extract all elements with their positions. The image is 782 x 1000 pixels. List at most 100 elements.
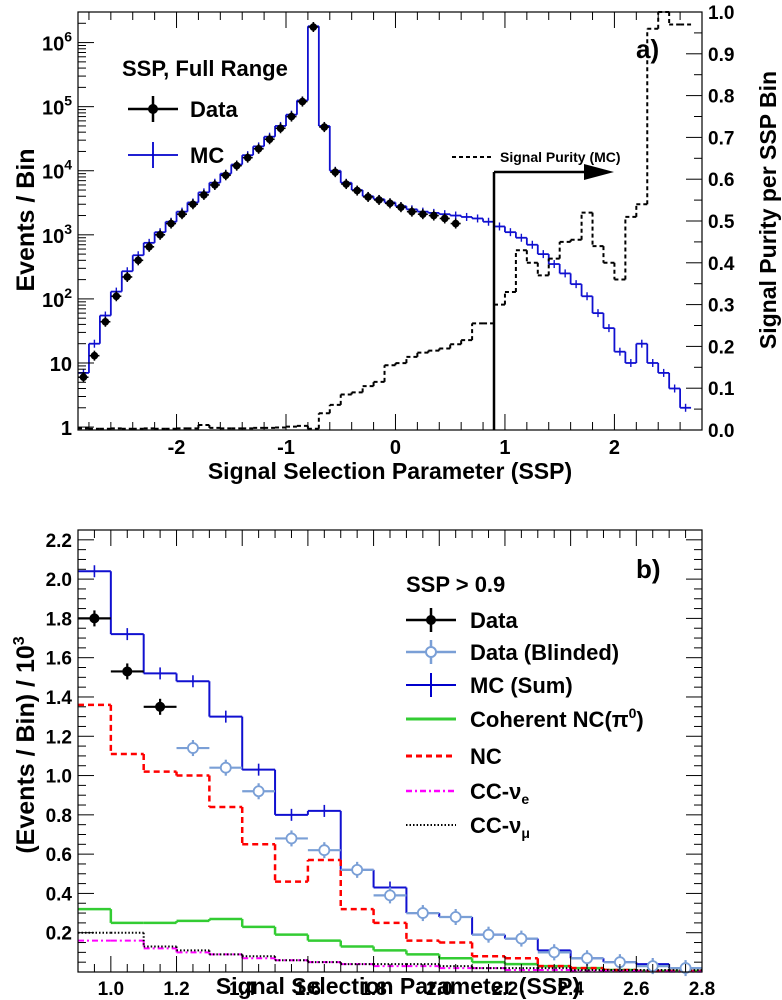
panel-a-y-tick-label: 103 bbox=[42, 221, 72, 248]
panel-b-y-axis-title: (Events / Bin) / 103 bbox=[11, 636, 40, 853]
panel-a-x-tick-label: 2 bbox=[609, 437, 620, 459]
panel-a-data-point bbox=[178, 210, 186, 218]
panel-b-x-tick-label: 2.6 bbox=[623, 979, 649, 1000]
panel-a-data-point bbox=[375, 196, 383, 204]
panel-a-x-tick-label: -2 bbox=[168, 437, 186, 459]
panel-a-x-tick-label: -1 bbox=[277, 437, 295, 459]
panel-a-y2-tick-label: 0.3 bbox=[708, 296, 734, 317]
panel-b-legend: Data Data (Blinded) MC (Sum) Coherent NC… bbox=[406, 608, 644, 841]
panel-a-y2-tick-label: 0.5 bbox=[708, 212, 735, 233]
panel-a-y2-tick-label: 0.1 bbox=[708, 379, 735, 400]
panel-b-legend-ccnue-label: CC-νe bbox=[470, 779, 529, 807]
panel-b-y-tick-label: 1.6 bbox=[46, 649, 72, 670]
panel-a-y2-tick-label: 0.9 bbox=[708, 45, 734, 66]
panel-a-data-point bbox=[298, 97, 307, 106]
panel-a-data-point bbox=[90, 351, 99, 360]
panel-a-data-point bbox=[342, 180, 351, 188]
panel-a-data-point bbox=[331, 168, 340, 176]
panel-a-x-tick-label: 0 bbox=[390, 437, 401, 459]
panel-b-x-tick-label: 1.0 bbox=[98, 979, 124, 1000]
panel-a-x-tick-labels: -2 -1 0 1 2 bbox=[168, 437, 620, 459]
panel-a-y2-tick-label: 0.6 bbox=[708, 170, 734, 191]
panel-a-data-point bbox=[408, 207, 416, 216]
panel-b-x-tick-label: 1.2 bbox=[163, 979, 189, 1000]
panel-a-y-tick-label: 1 bbox=[61, 418, 72, 440]
panel-b-blinded-point bbox=[318, 844, 331, 857]
panel-b-legend-blinded-label: Data (Blinded) bbox=[470, 640, 619, 665]
panel-b-data-point bbox=[122, 666, 133, 677]
panel-b-series bbox=[78, 565, 702, 977]
panel-a-cut-arrow bbox=[492, 164, 614, 430]
panel-a-data-point bbox=[200, 191, 208, 199]
panel-a-y-tick-label: 102 bbox=[42, 285, 72, 312]
panel-a-data-point bbox=[243, 153, 252, 162]
panel-a-data-point bbox=[189, 200, 197, 209]
panel-b-x-tick-label: 1.4 bbox=[229, 979, 256, 1000]
panel-a-y2-tick-label: 0.4 bbox=[708, 254, 735, 275]
panel-a-data-point bbox=[265, 135, 274, 144]
panel-a-data-point bbox=[134, 256, 143, 265]
panel-b-x-tick-labels: 1.0 1.2 1.4 1.6 1.8 2.0 2.2 2.4 2.6 2.8 bbox=[98, 979, 716, 1000]
panel-a-data-point bbox=[123, 273, 132, 281]
panel-a-purity-legend-label: Signal Purity (MC) bbox=[500, 149, 621, 165]
panel-b-x-tick-label: 2.8 bbox=[689, 979, 715, 1000]
panel-a-y-tick-label: 105 bbox=[42, 93, 72, 120]
panel-b-data-point bbox=[89, 613, 100, 624]
panel-b-blinded-point bbox=[581, 952, 593, 965]
panel-b-legend-ccnumu-label: CC-νμ bbox=[470, 813, 530, 841]
panel-b-legend-coherent-label: Coherent NC(π0) bbox=[470, 705, 644, 732]
panel-b-legend-data-marker bbox=[406, 608, 456, 632]
panel-a-y2-tick-label: 0.0 bbox=[708, 421, 734, 442]
panel-b-y-tick-label: 0.6 bbox=[46, 845, 72, 866]
panel-b-x-tick-label: 1.8 bbox=[360, 979, 386, 1000]
panel-b-legend-nc-label: NC bbox=[470, 744, 502, 769]
panel-a-legend: Data MC bbox=[128, 96, 238, 168]
panel-a-x-axis-title: Signal Selection Parameter (SSP) bbox=[208, 458, 572, 484]
panel-a-data-point bbox=[167, 219, 175, 228]
panel-b-blinded-point bbox=[384, 889, 396, 902]
panel-a-data-point bbox=[419, 210, 427, 218]
panel-a-title: SSP, Full Range bbox=[122, 56, 288, 81]
panel-a-series bbox=[78, 11, 692, 430]
panel-a-data-point bbox=[254, 144, 263, 153]
panel-b-legend-mc-label: MC (Sum) bbox=[470, 673, 573, 698]
panel-a-data-point bbox=[276, 124, 285, 133]
panel-b-x-tick-label: 2.4 bbox=[557, 979, 584, 1000]
panel-b-y-tick-label: 0.4 bbox=[46, 884, 73, 905]
panel-b-x-axis-title: Signal Selection Parameter (SSP) bbox=[216, 973, 580, 999]
panel-b-blinded-point bbox=[187, 742, 199, 754]
panel-b-blinded-point bbox=[252, 785, 265, 798]
panel-b-y-tick-label: 2.0 bbox=[46, 570, 72, 591]
panel-a-y-axis-title: Events / Bin bbox=[12, 148, 40, 291]
panel-b-blinded-point bbox=[219, 761, 232, 774]
panel-a-y2-axis-title: Signal Purity per SSP Bin bbox=[755, 71, 781, 349]
panel-a-data-point bbox=[232, 161, 241, 170]
panel-a-y2-tick-label: 0.7 bbox=[708, 128, 734, 149]
panel-a-data-point bbox=[211, 181, 219, 189]
panel-a-data-point bbox=[101, 317, 110, 326]
panel-a-data-point bbox=[287, 112, 296, 121]
panel-b-x-tick-label: 2.2 bbox=[492, 979, 518, 1000]
panel-a-data-point bbox=[309, 23, 318, 31]
panel-a-data-point bbox=[112, 292, 121, 301]
panel-b-blinded-point bbox=[548, 946, 561, 959]
panel-b-chart: 0.2 0.4 0.6 0.8 1.0 1.2 1.4 1.6 1.8 2.0 2.2 1.0 1.2… bbox=[11, 529, 716, 1000]
panel-b-y-tick-label: 1.8 bbox=[46, 609, 72, 630]
panel-b-blinded-point bbox=[515, 932, 528, 945]
panel-a-data-point bbox=[221, 171, 230, 180]
panel-a-data-point bbox=[156, 231, 164, 239]
panel-a-y2-tick-label: 0.8 bbox=[708, 87, 734, 108]
panel-a-data-point bbox=[440, 214, 449, 223]
panel-a-y-tick-label: 104 bbox=[42, 157, 72, 184]
panel-a-legend-mc-marker bbox=[128, 142, 178, 168]
panel-b-blinded-point bbox=[449, 911, 462, 923]
panel-b-data-point bbox=[155, 701, 166, 712]
panel-b-label: b) bbox=[636, 554, 661, 584]
panel-b-x-tick-label: 1.6 bbox=[295, 979, 321, 1000]
panel-b-x-tick-label: 2.0 bbox=[426, 979, 452, 1000]
panel-b-y-tick-label: 1.0 bbox=[46, 767, 72, 788]
panel-b-y-tick-label: 0.2 bbox=[46, 924, 72, 945]
panel-a-data-point bbox=[145, 243, 153, 251]
